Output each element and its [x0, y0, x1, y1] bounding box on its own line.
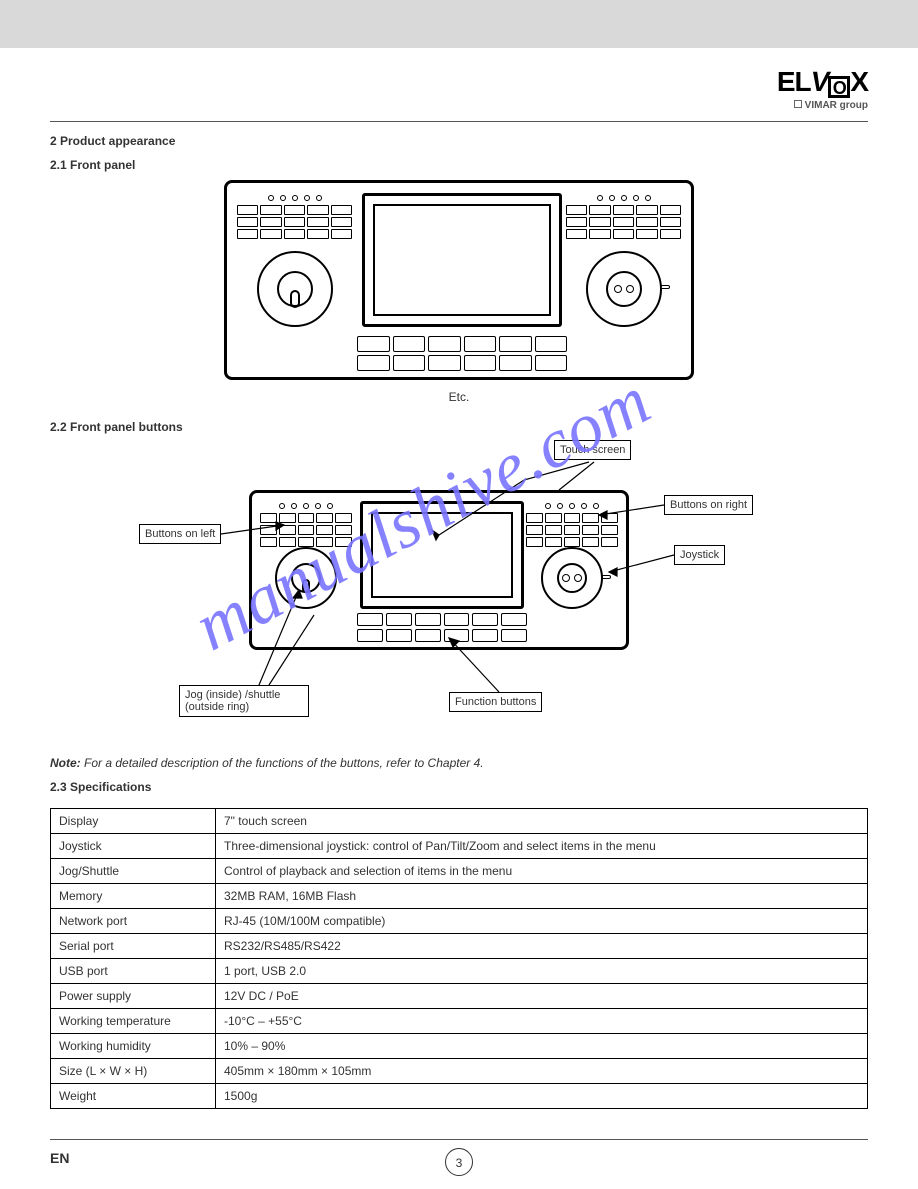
- table-row: Jog/ShuttleControl of playback and selec…: [51, 859, 868, 884]
- top-rule: [50, 121, 868, 122]
- spec-name: Power supply: [51, 984, 216, 1009]
- spec-name: USB port: [51, 959, 216, 984]
- spec-value: Three-dimensional joystick: control of P…: [216, 834, 868, 859]
- spec-title: 2.3 Specifications: [50, 780, 868, 794]
- top-grey-bar: [0, 0, 918, 48]
- brand-sub-text: VIMAR group: [805, 100, 868, 111]
- note-label: Note:: [50, 756, 81, 770]
- callout-joystick: Joystick: [674, 545, 725, 565]
- spec-value: RS232/RS485/RS422: [216, 934, 868, 959]
- spec-value: 1 port, USB 2.0: [216, 959, 868, 984]
- fig1-title: 2.1 Front panel: [50, 158, 868, 172]
- table-row: Power supply12V DC / PoE: [51, 984, 868, 1009]
- joystick-dial: [586, 251, 662, 327]
- callout-left-buttons: Buttons on left: [139, 524, 221, 544]
- spec-name: Display: [51, 809, 216, 834]
- spec-name: Joystick: [51, 834, 216, 859]
- callout-touchscreen: Touch screen: [554, 440, 631, 460]
- spec-name: Memory: [51, 884, 216, 909]
- figure-front-panel: [50, 180, 868, 380]
- table-row: Serial portRS232/RS485/RS422: [51, 934, 868, 959]
- spec-value: RJ-45 (10M/100M compatible): [216, 909, 868, 934]
- spec-value: Control of playback and selection of ite…: [216, 859, 868, 884]
- callout-right-buttons: Buttons on right: [664, 495, 753, 515]
- table-row: Weight1500g: [51, 1084, 868, 1109]
- spec-name: Serial port: [51, 934, 216, 959]
- document-page: ELVOX VIMAR group 2 Product appearance 2…: [50, 48, 868, 1189]
- spec-name: Network port: [51, 909, 216, 934]
- brand-logo: ELVOX: [50, 66, 868, 98]
- figure-front-panel-annotated: Touch screen Buttons on right Joystick B…: [139, 440, 779, 750]
- spec-value: 10% – 90%: [216, 1034, 868, 1059]
- callout-jog-shuttle: Jog (inside) /shuttle (outside ring): [179, 685, 309, 717]
- spec-name: Working humidity: [51, 1034, 216, 1059]
- spec-value: 405mm × 180mm × 105mm: [216, 1059, 868, 1084]
- fp-touchscreen: [362, 193, 562, 327]
- spec-name: Size (L × W × H): [51, 1059, 216, 1084]
- spec-name: Jog/Shuttle: [51, 859, 216, 884]
- page-footer: EN 3: [50, 1139, 868, 1189]
- footer-lang: EN: [50, 1150, 69, 1166]
- spec-value: -10°C – +55°C: [216, 1009, 868, 1034]
- table-row: USB port1 port, USB 2.0: [51, 959, 868, 984]
- note-block: Note: For a detailed description of the …: [50, 756, 868, 770]
- table-row: JoystickThree-dimensional joystick: cont…: [51, 834, 868, 859]
- jog-shuttle-dial: [257, 251, 333, 327]
- table-row: Display7" touch screen: [51, 809, 868, 834]
- brand-subtitle: VIMAR group: [50, 100, 868, 111]
- spec-value: 1500g: [216, 1084, 868, 1109]
- spec-value: 7" touch screen: [216, 809, 868, 834]
- spec-table: Display7" touch screenJoystickThree-dime…: [50, 808, 868, 1109]
- table-row: Memory32MB RAM, 16MB Flash: [51, 884, 868, 909]
- footer-page-number: 3: [445, 1148, 473, 1176]
- fp-left-panel: [237, 195, 352, 327]
- fp-function-keys: [357, 336, 567, 371]
- section-heading: 2 Product appearance: [50, 134, 868, 148]
- spec-name: Weight: [51, 1084, 216, 1109]
- spec-value: 12V DC / PoE: [216, 984, 868, 1009]
- table-row: Working humidity10% – 90%: [51, 1034, 868, 1059]
- callout-function-buttons: Function buttons: [449, 692, 542, 712]
- table-row: Working temperature-10°C – +55°C: [51, 1009, 868, 1034]
- table-row: Network portRJ-45 (10M/100M compatible): [51, 909, 868, 934]
- spec-value: 32MB RAM, 16MB Flash: [216, 884, 868, 909]
- fig1-caption: Etc.: [50, 390, 868, 404]
- fp-right-panel: [566, 195, 681, 327]
- note-text: For a detailed description of the functi…: [84, 756, 484, 770]
- brand-block: ELVOX VIMAR group: [50, 48, 868, 115]
- table-row: Size (L × W × H)405mm × 180mm × 105mm: [51, 1059, 868, 1084]
- spec-name: Working temperature: [51, 1009, 216, 1034]
- fig2-title: 2.2 Front panel buttons: [50, 420, 868, 434]
